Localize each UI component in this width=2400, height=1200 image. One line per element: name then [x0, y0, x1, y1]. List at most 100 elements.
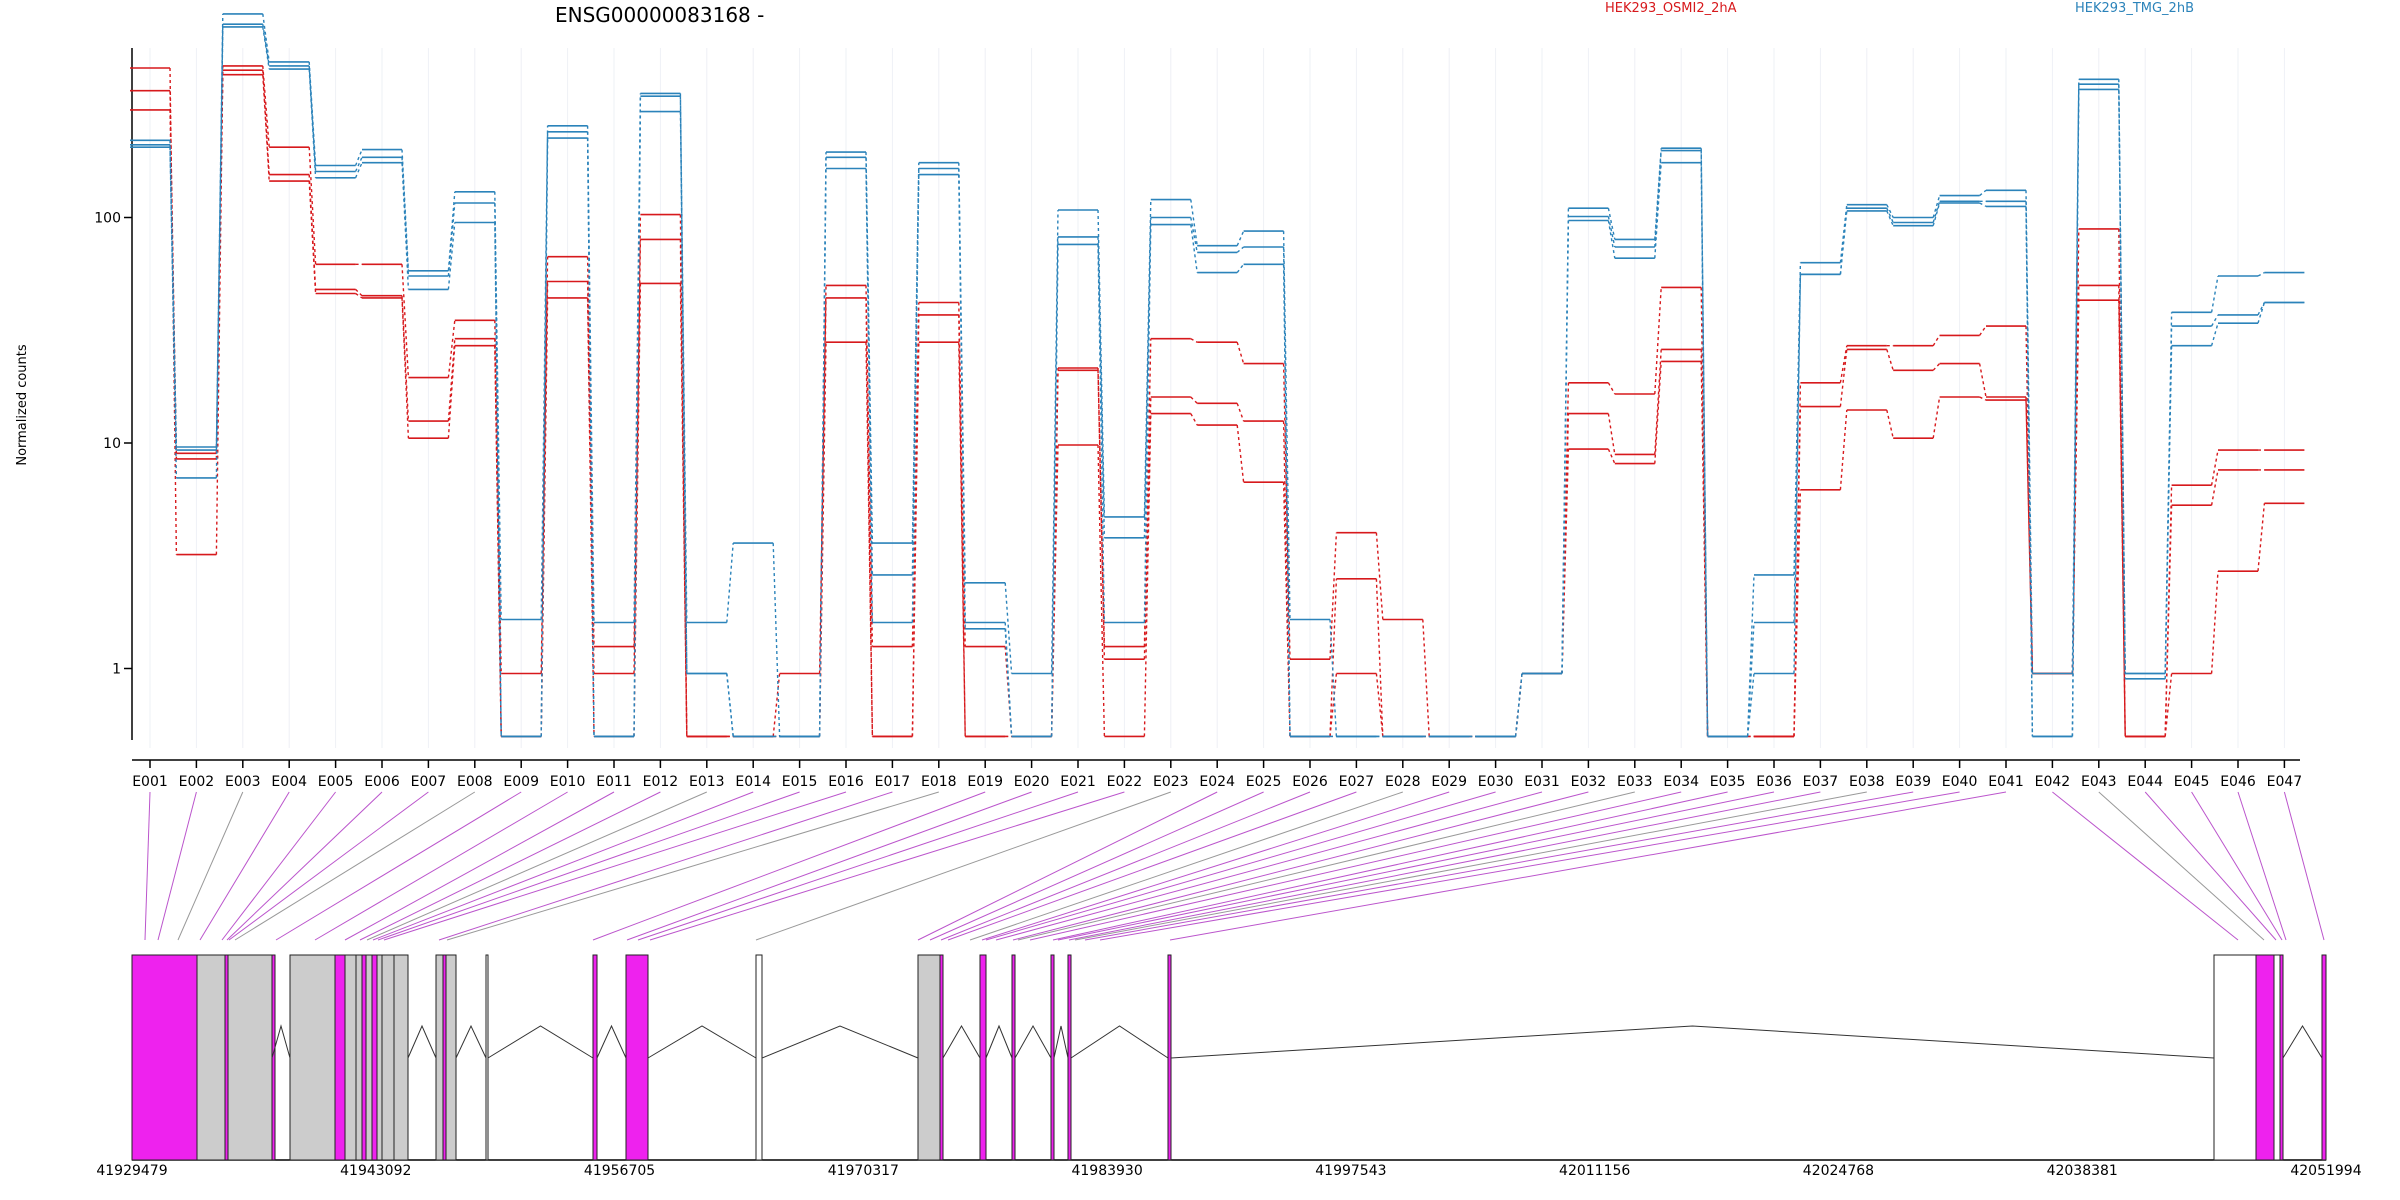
x-tick-label: E006 — [364, 774, 400, 790]
series-connector — [169, 26, 2266, 738]
x-tick-label: E002 — [179, 774, 215, 790]
intron-line — [985, 1024, 1013, 1059]
exon-connectors — [144, 791, 2325, 941]
exon-connector — [1169, 791, 2007, 941]
genome-tick-label: 41929479 — [96, 1163, 167, 1179]
exon-block — [344, 954, 357, 1161]
exon-connector — [626, 791, 1032, 941]
y-axis: 1000 100 10 1 — [85, 0, 133, 740]
exon-block — [2273, 954, 2281, 1161]
exon-block — [592, 954, 598, 1161]
exon-connector — [995, 791, 1543, 941]
legend-label-tmg: HEK293_TMG_2hB — [2075, 1, 2194, 16]
exon-connector — [383, 791, 847, 941]
exon-block — [435, 954, 444, 1161]
x-tick-label: E041 — [1988, 774, 2024, 790]
exon-connector — [1012, 791, 1589, 941]
x-tick-label: E005 — [318, 774, 354, 790]
y-tick-label: 100 — [94, 211, 121, 227]
exon-connector — [929, 791, 1264, 941]
exon-connector — [755, 791, 1171, 941]
exon-block — [355, 954, 363, 1161]
genome-tick-label: 41956705 — [584, 1163, 655, 1179]
x-tick-label: E034 — [1663, 774, 1699, 790]
genome-axis: 41929479 41943092 41956705 41970317 41983930… — [96, 1163, 2361, 1179]
exon-connector — [1099, 791, 1960, 941]
exon-connector — [2237, 791, 2287, 941]
x-tick-label: E044 — [2127, 774, 2163, 790]
x-tick-label: E010 — [550, 774, 586, 790]
exon-connector — [372, 791, 754, 941]
x-tick-label: E003 — [225, 774, 261, 790]
exon-connector — [314, 791, 568, 941]
x-tick-label: E029 — [1431, 774, 1467, 790]
exon-connector — [1052, 791, 1728, 941]
exon-connector — [275, 791, 522, 941]
genome-tick-label: 41970317 — [828, 1163, 899, 1179]
series-line — [130, 26, 2305, 738]
exon-block — [393, 954, 409, 1161]
exon-block — [2321, 954, 2327, 1161]
x-tick-label: E011 — [596, 774, 632, 790]
exon-connector — [637, 791, 1079, 941]
x-tick-label: E047 — [2267, 774, 2303, 790]
exon-connector — [221, 791, 336, 941]
exon-connector — [177, 791, 244, 941]
exon-block — [289, 954, 336, 1161]
y-tick-label: 1 — [112, 662, 121, 678]
exon-block — [2255, 954, 2275, 1161]
x-tick-label: E016 — [828, 774, 864, 790]
exon-block — [381, 954, 395, 1161]
x-tick-label: E007 — [411, 774, 447, 790]
intron-line — [596, 1024, 627, 1059]
x-tick-label: E035 — [1710, 774, 1746, 790]
x-tick-label: E037 — [1803, 774, 1839, 790]
x-tick-label: E013 — [689, 774, 725, 790]
exon-connector — [2191, 791, 2283, 941]
genome-tick-label: 41997543 — [1315, 1163, 1386, 1179]
exon-block — [445, 954, 457, 1161]
exon-connector — [199, 791, 290, 941]
intron-line — [2282, 1025, 2323, 1059]
exon-block — [365, 954, 373, 1161]
exon-connector — [981, 791, 1450, 941]
exon-connector — [234, 791, 476, 941]
exon-connector — [344, 791, 615, 941]
exon-connector — [1017, 791, 1635, 941]
x-tick-label: E040 — [1942, 774, 1978, 790]
x-tick-label: E045 — [2174, 774, 2210, 790]
chart-title: ENSG00000083168 - — [555, 3, 764, 27]
genome-tick-label: 42024768 — [1803, 1163, 1874, 1179]
x-tick-label: E046 — [2220, 774, 2256, 790]
intron-line — [455, 1024, 487, 1059]
x-tick-label: E017 — [875, 774, 911, 790]
exon-connector — [1074, 791, 1867, 941]
exon-block — [1167, 954, 1172, 1161]
exon-connector — [446, 791, 939, 941]
exon-block — [917, 954, 941, 1161]
exon-connector — [1029, 791, 1682, 941]
exon-block — [1050, 954, 1055, 1161]
series-lines — [130, 13, 2305, 738]
x-tick-label: E015 — [782, 774, 818, 790]
x-tick-label: E033 — [1617, 774, 1653, 790]
exon-connector — [366, 791, 707, 941]
exon-connector — [157, 791, 197, 941]
x-tick-label: E036 — [1756, 774, 1792, 790]
exon-connector — [2052, 791, 2239, 941]
y-tick-label: 1000 — [85, 0, 121, 1]
exon-block — [376, 954, 383, 1161]
x-tick-label: E043 — [2081, 774, 2117, 790]
x-tick-label: E012 — [643, 774, 679, 790]
x-tick-label: E009 — [503, 774, 539, 790]
exon-block — [2213, 954, 2257, 1161]
exon-block — [227, 954, 273, 1161]
intron-line — [407, 1024, 437, 1059]
exon-block — [755, 954, 763, 1161]
x-tick-label: E042 — [2035, 774, 2071, 790]
x-tick-label: E030 — [1478, 774, 1514, 790]
exon-block — [2279, 954, 2284, 1161]
legend-label-osmi: HEK293_OSMI2_2hA — [1605, 1, 1737, 16]
intron-line — [271, 1024, 291, 1059]
x-tick-label: E039 — [1895, 774, 1931, 790]
